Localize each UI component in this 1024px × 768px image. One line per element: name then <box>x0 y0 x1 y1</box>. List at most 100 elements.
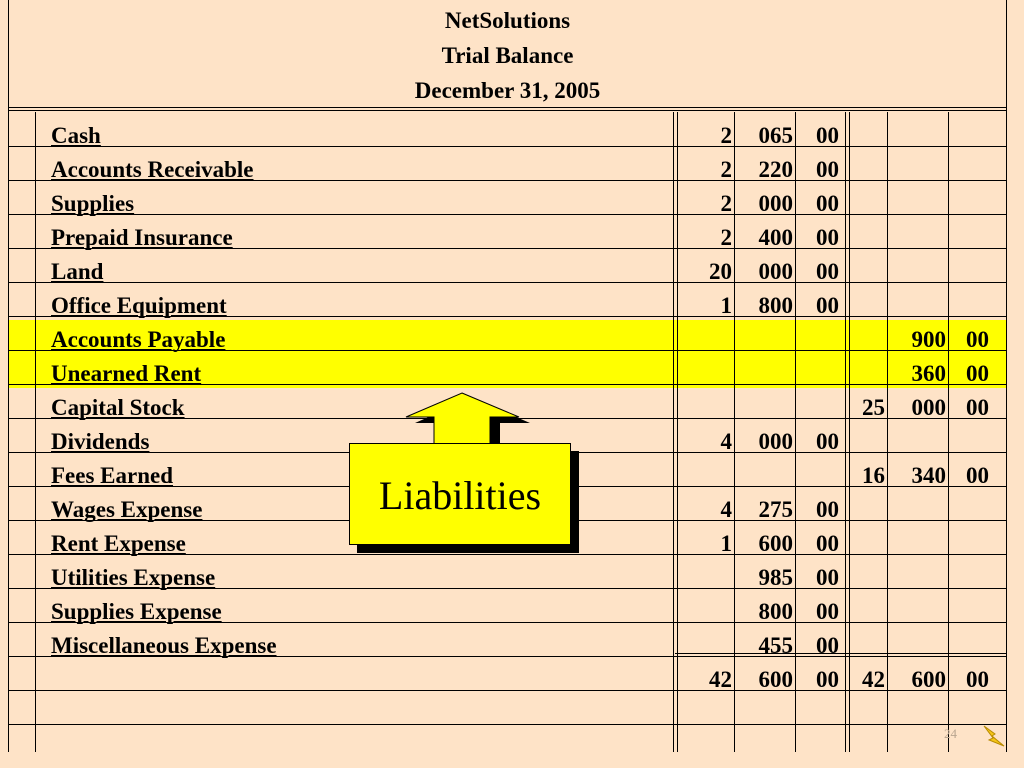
column-rule <box>673 112 674 752</box>
row-rule <box>9 554 1006 555</box>
up-arrow-icon <box>405 392 520 449</box>
debit-amount-part: 000 <box>758 259 794 284</box>
row-rule <box>9 656 1006 657</box>
credit-amount-part <box>887 116 946 150</box>
debit-amount-part: 2 <box>720 123 733 148</box>
row-rule <box>9 588 1006 589</box>
ledger-row: Utilities Expense 985 00 <box>9 558 1006 592</box>
debit-amount-part: 000 <box>758 191 794 216</box>
column-rule <box>734 112 735 752</box>
debit-amount-part: 455 <box>758 633 794 658</box>
credit-amount-part <box>849 286 885 320</box>
credit-amount-part <box>849 490 885 524</box>
debit-amount-part <box>734 456 793 490</box>
row-rule <box>9 180 1006 181</box>
ledger-row: Accounts Receivable 2 220 00 <box>9 150 1006 184</box>
debit-amount-part: 4 <box>720 429 733 454</box>
debit-amount-part: 00 <box>816 497 839 522</box>
credit-amount-part <box>948 558 989 592</box>
credit-amount-part <box>849 592 885 626</box>
account-name: Rent Expense <box>51 531 186 556</box>
ledger-row: Miscellaneous Expense 455 00 <box>9 626 1006 660</box>
debit-amount-part: 4 <box>720 497 733 522</box>
credit-amount-part: 00 <box>966 463 989 488</box>
account-name: Unearned Rent <box>51 361 202 386</box>
debit-amount-part <box>795 456 839 490</box>
credit-amount-part: 900 <box>911 327 947 352</box>
account-name: Prepaid Insurance <box>51 225 233 250</box>
account-name: Land <box>51 259 104 284</box>
debit-amount-part: 985 <box>758 565 794 590</box>
credit-amount-part <box>849 320 885 354</box>
debit-amount-part: 00 <box>816 565 839 590</box>
credit-amount-part: 16 <box>862 463 885 488</box>
debit-amount-part <box>661 388 732 422</box>
credit-amount-part <box>887 218 946 252</box>
column-rule <box>795 112 796 752</box>
debit-amount-part: 00 <box>816 599 839 624</box>
column-rule <box>948 112 949 752</box>
credit-amount-part <box>948 116 989 150</box>
slide-number: 24 <box>944 726 957 741</box>
account-name: Office Equipment <box>51 293 227 318</box>
debit-amount-part <box>661 558 732 592</box>
debit-amount-part <box>661 354 732 388</box>
debit-amount-part: 00 <box>816 259 839 284</box>
debit-amount-part: 00 <box>816 191 839 216</box>
debit-amount-part: 275 <box>758 497 794 522</box>
credit-total-part: 00 <box>966 667 989 692</box>
row-rule <box>9 316 1006 317</box>
column-rule <box>845 112 846 752</box>
credit-amount-part <box>887 184 946 218</box>
account-name: Supplies <box>51 191 135 216</box>
debit-amount-part: 00 <box>816 225 839 250</box>
column-rule <box>887 112 888 752</box>
credit-amount-part <box>849 558 885 592</box>
company-name: NetSolutions <box>444 8 571 33</box>
ledger-row: Rent Expense 1 600 00 <box>9 524 1006 558</box>
account-name: Utilities Expense <box>51 565 216 590</box>
row-rule <box>9 282 1006 283</box>
credit-amount-part <box>948 218 989 252</box>
debit-amount-part: 000 <box>758 429 794 454</box>
debit-amount-part <box>734 320 793 354</box>
column-rule <box>35 112 36 752</box>
lightning-bolt-icon[interactable] <box>980 722 1008 750</box>
account-name: Dividends <box>51 429 150 454</box>
debit-amount-part: 800 <box>758 599 794 624</box>
ledger-row: Land 20 000 00 <box>9 252 1006 286</box>
debit-amount-part <box>795 354 839 388</box>
debit-amount-part <box>661 456 732 490</box>
debit-amount-part: 00 <box>816 429 839 454</box>
credit-amount-part <box>887 626 946 660</box>
credit-amount-part: 00 <box>966 395 989 420</box>
credit-amount-part <box>887 592 946 626</box>
debit-amount-part: 400 <box>758 225 794 250</box>
ledger-row: Capital Stock 25 000 00 <box>9 388 1006 422</box>
credit-amount-part: 00 <box>966 361 989 386</box>
credit-amount-part <box>887 524 946 558</box>
credit-amount-part <box>849 184 885 218</box>
credit-amount-part: 340 <box>911 463 947 488</box>
account-name: Capital Stock <box>51 395 185 420</box>
debit-total-part: 600 <box>758 667 794 692</box>
credit-amount-part <box>887 286 946 320</box>
debit-amount-part: 2 <box>720 225 733 250</box>
credit-amount-part <box>948 626 989 660</box>
ledger-row: Cash 2 065 00 <box>9 116 1006 150</box>
credit-amount-part <box>849 252 885 286</box>
debit-amount-part <box>795 388 839 422</box>
debit-amount-part <box>661 626 732 660</box>
debit-total-part: 00 <box>816 667 839 692</box>
credit-amount-part <box>887 422 946 456</box>
credit-amount-part <box>849 524 885 558</box>
row-rule <box>9 248 1006 249</box>
credit-amount-part <box>948 184 989 218</box>
credit-amount-part <box>948 150 989 184</box>
account-name: Cash <box>51 123 101 148</box>
ledger-row: Supplies Expense 800 00 <box>9 592 1006 626</box>
credit-amount-part <box>948 422 989 456</box>
liabilities-callout: Liabilities <box>349 443 571 545</box>
debit-amount-part: 00 <box>816 531 839 556</box>
credit-amount-part: 360 <box>911 361 947 386</box>
